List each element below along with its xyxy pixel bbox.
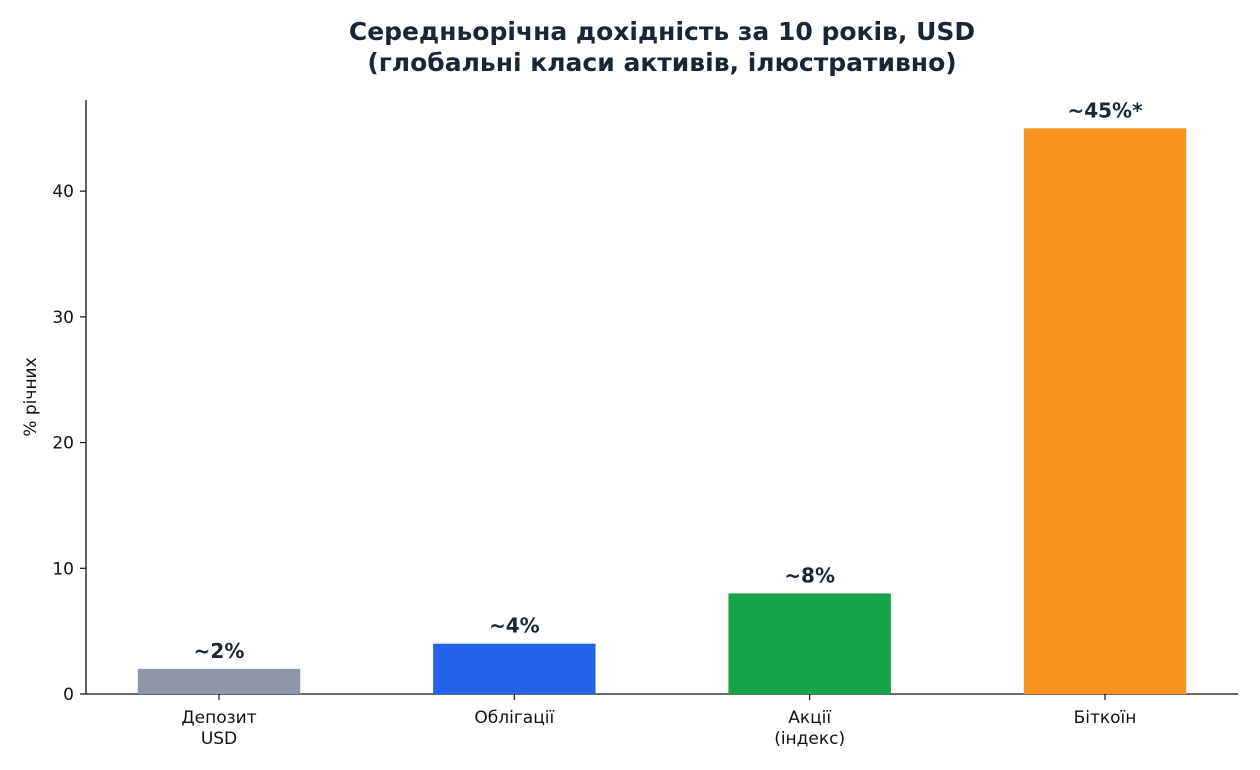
y-tick-label: 10 [52, 559, 74, 579]
x-tick-label: Облігації [474, 708, 554, 728]
x-tick-label: Біткоїн [1074, 708, 1137, 728]
y-tick-label: 20 [52, 434, 74, 454]
bar [1023, 128, 1187, 695]
value-label: ~2% [194, 639, 245, 663]
x-tick-label: Депозит USD [181, 708, 256, 749]
value-label: ~45%* [1067, 98, 1143, 122]
x-tick-label: Акції (індекс) [774, 708, 845, 749]
bar [433, 643, 596, 694]
y-axis-label: % річних [21, 357, 41, 436]
bar [728, 593, 891, 694]
chart-title: Середньорічна дохідність за 10 років, US… [349, 17, 975, 77]
value-label: ~4% [489, 614, 540, 638]
y-tick-label: 0 [63, 685, 74, 705]
bar [137, 668, 301, 694]
y-tick-label: 40 [52, 182, 74, 202]
y-tick-label: 30 [52, 308, 74, 328]
value-label: ~8% [784, 563, 835, 587]
